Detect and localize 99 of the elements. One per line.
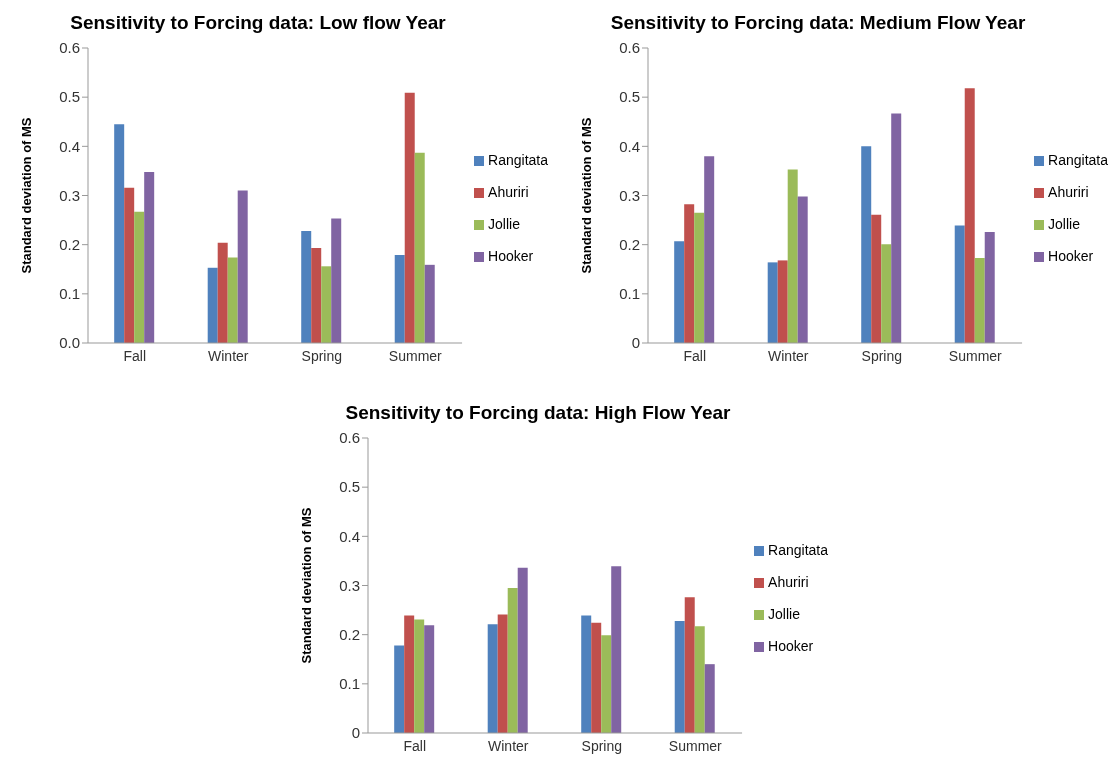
x-tick-label: Winter bbox=[488, 737, 529, 754]
x-tick-label: Spring bbox=[301, 347, 343, 364]
bar bbox=[321, 266, 332, 343]
y-tick-label: 0.2 bbox=[619, 235, 640, 253]
y-tick-label: 0 bbox=[351, 724, 360, 742]
bar bbox=[301, 230, 312, 343]
x-tick-label: Fall bbox=[123, 347, 147, 364]
x-tick-label: Spring bbox=[581, 737, 623, 754]
bar bbox=[394, 645, 405, 733]
legend-label: Rangitata bbox=[1048, 152, 1108, 168]
bar bbox=[871, 214, 882, 343]
bar bbox=[674, 620, 685, 733]
y-tick-label: 0.6 bbox=[59, 39, 80, 57]
bar bbox=[611, 566, 622, 733]
bar bbox=[394, 254, 405, 343]
bar bbox=[404, 92, 415, 343]
bar bbox=[704, 156, 715, 343]
bar bbox=[404, 615, 415, 733]
bar bbox=[487, 624, 498, 733]
legend-label: Jollie bbox=[1048, 216, 1080, 232]
bar bbox=[414, 152, 425, 343]
y-axis-title: Standard deviation of MS bbox=[18, 117, 34, 274]
bar bbox=[861, 146, 872, 343]
y-tick-label: 0.4 bbox=[619, 137, 640, 155]
bar bbox=[964, 88, 975, 343]
bar bbox=[517, 567, 528, 733]
x-tick-label: Summer bbox=[668, 737, 723, 754]
y-axis-title: Standard deviation of MS bbox=[298, 507, 314, 664]
y-tick-label: 0.3 bbox=[59, 186, 80, 204]
legend-label: Rangitata bbox=[488, 152, 548, 168]
y-tick-label: 0.3 bbox=[339, 576, 360, 594]
bar bbox=[581, 615, 592, 733]
chart-title: Sensitivity to Forcing data: Medium Flow Year bbox=[609, 11, 1027, 35]
bar bbox=[694, 626, 705, 733]
bar bbox=[777, 260, 788, 343]
x-tick-label: Winter bbox=[208, 347, 249, 364]
bar bbox=[217, 242, 228, 343]
bar bbox=[237, 190, 248, 343]
y-tick-label: 0.5 bbox=[339, 478, 360, 496]
y-tick-label: 0.1 bbox=[339, 675, 360, 693]
bar bbox=[331, 218, 342, 343]
y-tick-label: 0.4 bbox=[59, 137, 80, 155]
bar bbox=[114, 124, 125, 343]
legend-label: Hooker bbox=[488, 248, 534, 264]
bar bbox=[974, 257, 985, 343]
bar bbox=[787, 169, 798, 343]
legend-label: Jollie bbox=[488, 216, 520, 232]
legend-label: Ahuriri bbox=[768, 574, 809, 590]
y-tick-label: 0.1 bbox=[619, 285, 640, 303]
bar bbox=[601, 635, 612, 733]
legend-label: Ahuriri bbox=[1048, 184, 1089, 200]
bar bbox=[134, 211, 145, 343]
x-tick-label: Fall bbox=[683, 347, 707, 364]
y-tick-label: 0.2 bbox=[59, 235, 80, 253]
bar bbox=[704, 664, 715, 733]
y-tick-label: 0.1 bbox=[59, 285, 80, 303]
bar bbox=[684, 597, 695, 733]
chart-title: Sensitivity to Forcing data: High Flow Year bbox=[344, 401, 732, 425]
bar bbox=[954, 225, 965, 343]
y-tick-label: 0.6 bbox=[619, 39, 640, 57]
bar bbox=[984, 231, 995, 343]
bar bbox=[694, 212, 705, 343]
bar bbox=[207, 267, 218, 343]
y-tick-label: 0.3 bbox=[619, 186, 640, 204]
y-tick-label: 0.6 bbox=[339, 429, 360, 447]
bar bbox=[497, 614, 508, 733]
bar bbox=[124, 187, 135, 343]
y-tick-label: 0.4 bbox=[339, 527, 360, 545]
bar bbox=[881, 244, 892, 343]
legend-label: Jollie bbox=[768, 606, 800, 622]
bar bbox=[507, 587, 518, 733]
chart-title: Sensitivity to Forcing data: Low flow Year bbox=[69, 11, 447, 35]
y-tick-label: 0.5 bbox=[59, 88, 80, 106]
bar bbox=[424, 625, 435, 733]
bar bbox=[591, 622, 602, 733]
x-tick-label: Summer bbox=[388, 347, 443, 364]
bar bbox=[227, 257, 238, 343]
bar bbox=[767, 262, 778, 343]
x-tick-label: Summer bbox=[948, 347, 1003, 364]
x-tick-label: Spring bbox=[861, 347, 903, 364]
x-tick-label: Fall bbox=[403, 737, 427, 754]
bar bbox=[674, 241, 685, 343]
bar bbox=[424, 264, 435, 343]
bar bbox=[414, 619, 425, 733]
y-tick-label: 0 bbox=[631, 334, 640, 352]
bar bbox=[144, 171, 155, 343]
bar bbox=[684, 204, 695, 343]
legend-label: Rangitata bbox=[768, 542, 828, 558]
bar bbox=[797, 196, 808, 343]
bar bbox=[311, 248, 322, 343]
y-axis-title: Standard deviation of MS bbox=[578, 117, 594, 274]
legend-label: Hooker bbox=[1048, 248, 1094, 264]
legend-label: Ahuriri bbox=[488, 184, 529, 200]
x-tick-label: Winter bbox=[768, 347, 809, 364]
bar bbox=[891, 113, 902, 343]
y-tick-label: 0.2 bbox=[339, 625, 360, 643]
legend-label: Hooker bbox=[768, 638, 814, 654]
y-tick-label: 0.0 bbox=[59, 334, 80, 352]
y-tick-label: 0.5 bbox=[619, 88, 640, 106]
